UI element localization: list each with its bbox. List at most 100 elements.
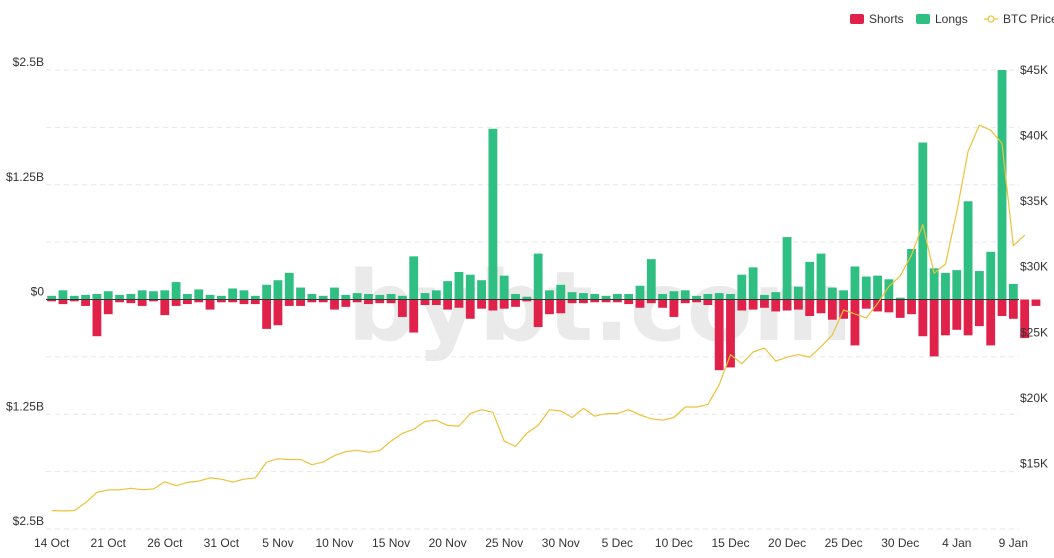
y-right-tick-label: $35K xyxy=(1020,194,1048,208)
longs-bar xyxy=(692,295,701,300)
shorts-bar xyxy=(545,299,554,315)
legend-label: Longs xyxy=(935,12,968,26)
x-tick-label: 5 Dec xyxy=(602,536,633,550)
longs-bar xyxy=(861,276,871,300)
longs-bar xyxy=(115,294,124,300)
x-tick-label: 15 Dec xyxy=(711,536,749,550)
y-right-tick-label: $40K xyxy=(1020,129,1048,143)
longs-bar xyxy=(250,295,260,300)
shorts-bar xyxy=(273,299,283,326)
shorts-bar xyxy=(420,299,430,306)
longs-bar xyxy=(974,271,984,300)
shorts-bar xyxy=(160,299,170,316)
longs-bar xyxy=(918,142,928,300)
shorts-bar xyxy=(974,299,984,327)
longs-bar xyxy=(239,290,249,300)
longs-bar xyxy=(726,293,735,300)
longs-bar xyxy=(567,292,577,300)
x-tick-label: 20 Nov xyxy=(429,536,467,550)
shorts-bar xyxy=(737,299,747,311)
shorts-bar xyxy=(205,299,215,310)
longs-bar xyxy=(330,287,339,300)
shorts-bar xyxy=(861,299,871,309)
longs-bar xyxy=(216,295,226,300)
shorts-bar xyxy=(658,299,668,308)
shorts-bar xyxy=(839,299,849,319)
shorts-bar xyxy=(92,299,102,337)
longs-bar xyxy=(477,280,486,300)
longs-bar xyxy=(69,295,79,300)
longs-bar xyxy=(737,274,747,300)
shorts-bar xyxy=(714,299,724,371)
y-right-tick-label: $20K xyxy=(1020,391,1048,405)
legend-item: BTC Price xyxy=(984,12,1054,26)
shorts-bar xyxy=(126,299,136,304)
y-right-tick-label: $45K xyxy=(1020,63,1048,77)
shorts-bar xyxy=(511,299,520,307)
x-tick-label: 30 Dec xyxy=(881,536,919,550)
longs-bar xyxy=(805,261,815,300)
longs-bar xyxy=(352,293,362,300)
shorts-bar xyxy=(907,299,916,315)
longs-bar xyxy=(590,293,600,300)
longs-bar xyxy=(884,279,894,300)
longs-bar xyxy=(1008,283,1018,300)
x-tick-label: 25 Nov xyxy=(485,536,523,550)
y-left-tick-label: $2.5B xyxy=(13,514,44,528)
shorts-bar xyxy=(669,299,679,317)
shorts-bar xyxy=(330,299,339,310)
longs-bar xyxy=(126,293,136,300)
longs-bar xyxy=(669,291,679,300)
legend-label: BTC Price xyxy=(1003,12,1054,26)
y-right-tick-label: $15K xyxy=(1020,456,1048,470)
grid-lines xyxy=(46,69,1019,530)
x-tick-label: 21 Oct xyxy=(91,536,127,550)
shorts-bar xyxy=(1020,299,1030,339)
longs-bar xyxy=(137,290,147,300)
longs-bar xyxy=(522,296,532,300)
shorts-bar xyxy=(171,299,181,306)
shorts-bar xyxy=(352,299,362,303)
x-tick-label: 15 Nov xyxy=(372,536,410,550)
longs-bar xyxy=(771,292,781,300)
x-tick-label: 20 Dec xyxy=(768,536,806,550)
bar-series xyxy=(47,70,1041,371)
y-right-tick-label: $25K xyxy=(1020,325,1048,339)
shorts-bar xyxy=(884,299,894,313)
shorts-bar xyxy=(805,299,815,317)
y-axis-left: $2.5B $1.25B $0 $1.25B $2.5B xyxy=(6,55,44,528)
x-tick-label: 31 Oct xyxy=(204,536,240,550)
longs-bar xyxy=(375,294,385,300)
longs-bar xyxy=(533,253,543,300)
shorts-bar xyxy=(296,299,305,306)
shorts-bar xyxy=(952,299,962,330)
shorts-bar xyxy=(216,299,226,303)
y-axis-right: $45K $40K $35K $30K $25K $20K $15K xyxy=(1020,63,1048,470)
shorts-bar xyxy=(997,299,1007,317)
longs-bar xyxy=(318,295,328,300)
longs-bar xyxy=(228,288,238,300)
shorts-bar xyxy=(183,299,192,305)
shorts-bar xyxy=(103,299,113,315)
longs-bar xyxy=(443,281,453,300)
shorts-bar xyxy=(250,299,260,305)
shorts-bar xyxy=(895,299,905,318)
shorts-bar xyxy=(635,299,645,308)
y-left-tick-label: $0 xyxy=(31,285,45,299)
longs-bar xyxy=(58,290,68,300)
longs-bar xyxy=(624,293,634,300)
longs-bar xyxy=(793,286,803,300)
shorts-bar xyxy=(963,299,973,336)
longs-bar xyxy=(997,70,1007,300)
shorts-bar xyxy=(1008,299,1018,319)
shorts-bar xyxy=(522,299,532,302)
longs-bar xyxy=(296,287,305,300)
shorts-bar xyxy=(941,299,950,336)
shorts-bar xyxy=(873,299,882,312)
shorts-bar xyxy=(624,299,634,305)
shorts-bar xyxy=(816,299,826,314)
longs-bar xyxy=(386,293,396,300)
longs-bar xyxy=(850,266,860,300)
longs-bar xyxy=(160,290,170,300)
longs-bar xyxy=(171,282,181,300)
